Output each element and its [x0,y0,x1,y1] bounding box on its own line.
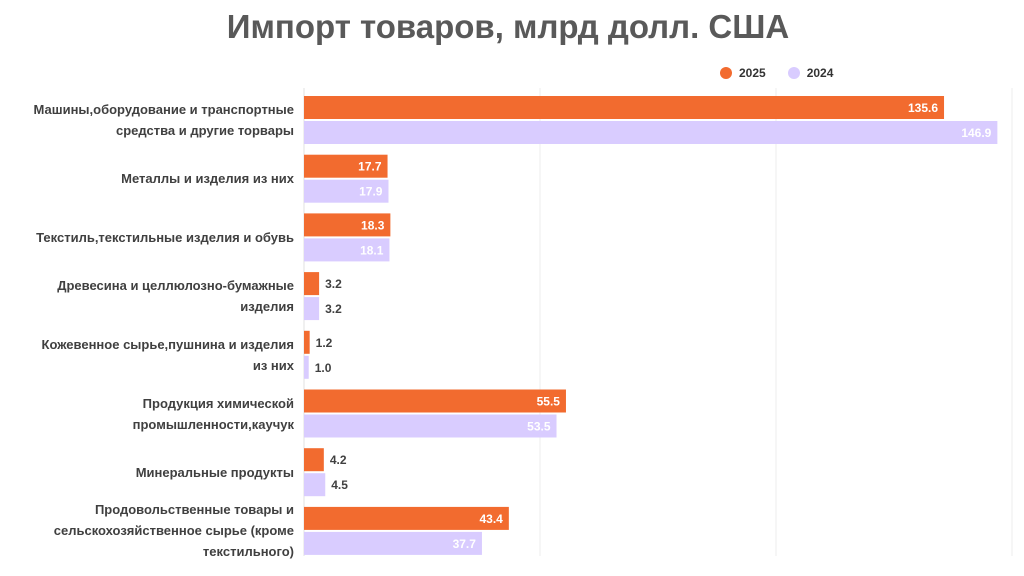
data-label-2025: 17.7 [358,160,382,174]
bar-2024 [304,414,557,438]
bar-2025 [304,506,509,530]
legend-label-2025: 2025 [739,66,766,80]
legend-item-2025: 2025 [720,66,766,80]
legend-item-2024: 2024 [787,66,834,80]
data-label-2025: 18.3 [361,218,385,232]
data-label-2024: 17.9 [359,185,383,199]
category-label: Металлы и изделия из них [121,171,294,187]
bar-2024 [304,355,309,379]
category-label: Минеральные продукты [135,464,294,480]
data-label-2024: 53.5 [527,420,551,434]
category-label: Машины,оборудование и транспортные средст… [33,102,294,138]
bar-2025 [304,96,945,119]
data-label-2025: 43.4 [479,512,503,526]
data-label-2024: 3.2 [325,302,342,316]
bar-2025 [304,448,324,472]
legend-swatch-2024 [787,67,800,79]
bar-2025 [304,213,391,237]
legend: 2025 2024 [720,63,833,83]
data-label-2024: 18.1 [360,243,384,257]
category-label: Древесина и целлюлозно-бумажные изделия [57,278,294,315]
bar-2024 [304,473,326,497]
data-label-2024: 146.9 [961,126,991,140]
data-label-2025: 3.2 [325,277,342,291]
category-label: Продовольственные товары и сельскохозяйст… [53,502,294,560]
legend-label-2024: 2024 [806,66,834,80]
category-label: Кожевенное сырье,пушнина и изделия из них [41,336,294,373]
bar-2024 [304,297,320,321]
data-label-2024: 37.7 [453,537,477,551]
bar-2024 [304,121,998,144]
category-label: Текстиль,текстильные изделия и обувь [36,229,294,245]
bar-2024 [304,531,482,555]
data-label-2024: 1.0 [315,361,332,375]
data-label-2025: 135.6 [908,101,938,115]
bar-2024 [304,179,389,203]
bar-2025 [304,330,310,354]
legend-swatch-2025 [720,67,732,79]
bar-2025 [304,272,320,296]
data-label-2025: 4.2 [330,453,347,467]
data-label-2024: 4.5 [331,478,348,492]
category-label: Продукция химической промышленности,каучу… [132,395,294,432]
chart-title: Импорт товаров, млрд долл. США [226,8,790,45]
bar-2025 [304,154,388,178]
data-label-2025: 1.2 [316,336,333,350]
data-label-2025: 55.5 [537,395,561,409]
bar-2024 [304,238,390,262]
bar-2025 [304,389,566,413]
